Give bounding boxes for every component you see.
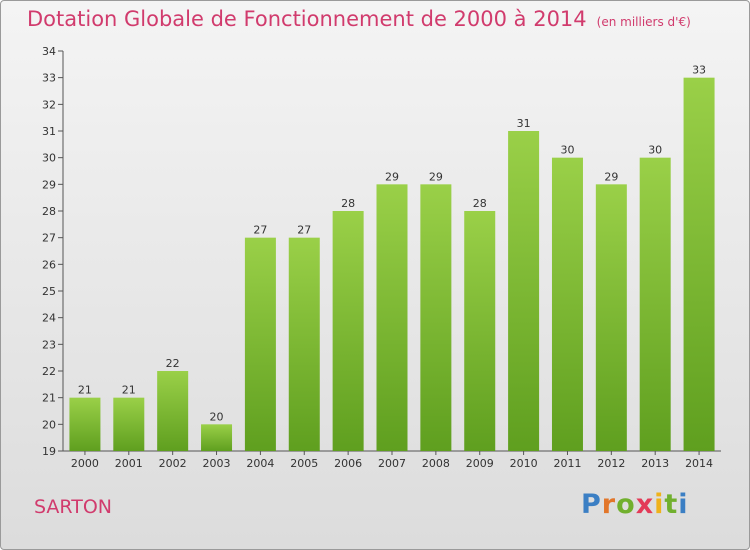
y-tick-label: 32 [42, 98, 56, 111]
data-label: 20 [210, 410, 224, 423]
bar [157, 371, 189, 451]
logo-letter: P [581, 489, 602, 520]
y-tick-label: 20 [42, 418, 56, 431]
x-tick-label: 2009 [466, 457, 494, 470]
x-tick-label: 2008 [422, 457, 450, 470]
y-tick-label: 19 [42, 445, 56, 458]
bar [595, 184, 627, 452]
y-tick-label: 31 [42, 125, 56, 138]
data-label: 28 [473, 197, 487, 210]
y-tick-label: 21 [42, 392, 56, 405]
data-label: 27 [297, 224, 311, 237]
data-label: 30 [648, 144, 662, 157]
bars-group [69, 77, 715, 452]
data-label: 30 [560, 144, 574, 157]
data-label: 21 [122, 384, 136, 397]
bar [683, 77, 715, 452]
bar [332, 211, 364, 451]
y-tick-label: 34 [42, 45, 56, 58]
y-tick-label: 22 [42, 365, 56, 378]
y-tick-label: 33 [42, 72, 56, 85]
commune-name: SARTON [34, 496, 113, 518]
bar [69, 397, 101, 451]
logo-letter: i [678, 489, 689, 520]
x-tick-label: 2000 [71, 457, 99, 470]
x-tick-label: 2014 [685, 457, 713, 470]
y-tick-label: 24 [42, 312, 56, 325]
y-tick-label: 27 [42, 232, 56, 245]
logo-letter: o [616, 489, 636, 520]
x-tick-label: 2003 [203, 457, 231, 470]
data-label: 29 [604, 170, 618, 183]
data-label: 21 [78, 384, 92, 397]
x-tick-label: 2001 [115, 457, 143, 470]
y-tick-label: 25 [42, 285, 56, 298]
bar [244, 237, 276, 451]
y-tick-label: 29 [42, 178, 56, 191]
x-tick-label: 2006 [334, 457, 362, 470]
data-label: 33 [692, 64, 706, 77]
data-label: 31 [517, 117, 531, 130]
data-labels-group: 21 21 22 20 27 27 28 29 29 28 31 30 29 30 33 [78, 64, 706, 424]
y-tick-label: 23 [42, 338, 56, 351]
bar [376, 184, 408, 452]
x-tick-label: 2005 [290, 457, 318, 470]
y-tick-label: 30 [42, 152, 56, 165]
chart-title: Dotation Globale de Fonctionnement de 20… [27, 7, 691, 31]
x-tick-label: 2002 [159, 457, 187, 470]
unit-note: (en milliers d'€) [596, 15, 691, 29]
data-label: 22 [166, 357, 180, 370]
data-label: 28 [341, 197, 355, 210]
x-tick-label: 2007 [378, 457, 406, 470]
x-tick-label: 2012 [597, 457, 625, 470]
logo-letter: x [635, 489, 655, 520]
bar [113, 397, 145, 451]
axes: 19 20 21 22 23 24 25 26 27 28 29 30 31 32 33 34 2000 2001… [42, 45, 721, 470]
proxiti-logo: Proxiti [581, 489, 689, 520]
bar [201, 424, 233, 451]
bar [508, 131, 540, 451]
bar [639, 157, 671, 451]
title-text: Dotation Globale de Fonctionnement de 20… [27, 7, 587, 31]
x-tick-label: 2004 [246, 457, 274, 470]
y-tick-label: 28 [42, 205, 56, 218]
logo-letter: r [601, 489, 617, 520]
logo-letter: i [654, 489, 665, 520]
bar [551, 157, 583, 451]
data-label: 29 [429, 170, 443, 183]
bar [464, 211, 496, 451]
data-label: 27 [253, 224, 267, 237]
data-label: 29 [385, 170, 399, 183]
bar [288, 237, 320, 451]
x-tick-label: 2010 [510, 457, 538, 470]
y-tick-label: 26 [42, 258, 56, 271]
x-tick-label: 2013 [641, 457, 669, 470]
x-tick-label: 2011 [553, 457, 581, 470]
bar [420, 184, 452, 452]
logo-letter: t [664, 489, 679, 520]
